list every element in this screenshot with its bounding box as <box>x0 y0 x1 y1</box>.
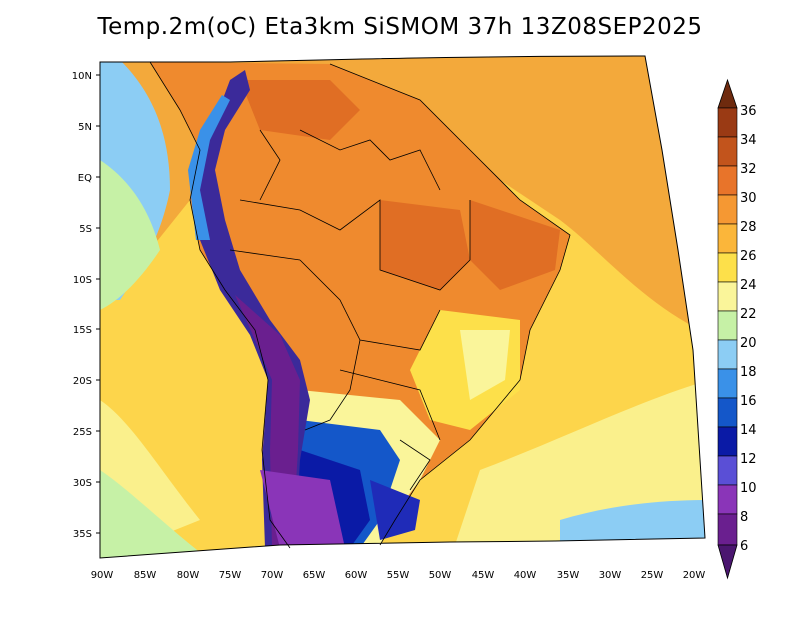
map-title: Temp.2m(oC) Eta3km SiSMOM 37h 13Z08SEP20… <box>97 14 703 40</box>
colorbar: 6 8 10 12 14 16 18 20 22 24 26 28 30 32 … <box>717 78 757 580</box>
lon-label: 65W <box>303 570 326 581</box>
lat-label: 5S <box>79 224 92 235</box>
colorbar-label: 6 <box>740 539 748 554</box>
colorbar-label: 34 <box>740 133 757 148</box>
colorbar-segment <box>717 223 738 254</box>
colorbar-label: 22 <box>740 307 757 322</box>
longitude-axis: 90W 85W 80W 75W 70W 65W 60W 55W 50W 45W … <box>91 570 706 581</box>
lon-label: 55W <box>387 570 410 581</box>
lat-label: 25S <box>73 427 92 438</box>
colorbar-label: 24 <box>740 278 757 293</box>
colorbar-segment <box>717 281 738 312</box>
lat-label: 20S <box>73 376 92 387</box>
lat-label: 35S <box>73 529 92 540</box>
colorbar-segment <box>717 165 738 196</box>
colorbar-label: 16 <box>740 394 757 409</box>
colorbar-segment <box>717 455 738 486</box>
colorbar-segment <box>717 339 738 370</box>
map-border <box>99 55 706 559</box>
lon-label: 35W <box>557 570 580 581</box>
colorbar-segment <box>717 368 738 399</box>
lon-label: 60W <box>345 570 368 581</box>
colorbar-label: 12 <box>740 452 757 467</box>
colorbar-label: 8 <box>740 510 748 525</box>
lon-label: 20W <box>683 570 706 581</box>
lat-label: EQ <box>78 173 92 184</box>
colorbar-label: 26 <box>740 249 757 264</box>
lat-label: 10N <box>72 71 92 82</box>
colorbar-label: 20 <box>740 336 757 351</box>
lon-label: 80W <box>177 570 200 581</box>
country-borders <box>149 61 571 549</box>
colorbar-bottom-arrow <box>717 544 738 580</box>
lon-label: 75W <box>219 570 242 581</box>
colorbar-segment <box>717 513 738 546</box>
lat-label: 15S <box>73 325 92 336</box>
colorbar-label: 14 <box>740 423 757 438</box>
colorbar-segment <box>717 194 738 225</box>
lat-label: 30S <box>73 478 92 489</box>
colorbar-segment <box>717 426 738 457</box>
lon-label: 70W <box>261 570 284 581</box>
lon-label: 30W <box>599 570 622 581</box>
colorbar-label: 18 <box>740 365 757 380</box>
colorbar-label: 36 <box>740 104 757 119</box>
lon-label: 50W <box>429 570 452 581</box>
lon-label: 40W <box>514 570 537 581</box>
colorbar-segment <box>717 252 738 283</box>
colorbar-segment <box>717 107 738 138</box>
latitude-axis: 10N 5N EQ 5S 10S 15S 20S 25S 30S 35S <box>72 71 100 540</box>
colorbar-top-arrow <box>717 78 738 109</box>
colorbar-label: 30 <box>740 191 757 206</box>
colorbar-segment <box>717 397 738 428</box>
colorbar-segment <box>717 484 738 515</box>
colorbar-segment <box>717 136 738 167</box>
lon-label: 45W <box>472 570 495 581</box>
temperature-field <box>100 56 705 558</box>
lat-label: 5N <box>78 122 92 133</box>
colorbar-label: 32 <box>740 162 757 177</box>
lon-label: 90W <box>91 570 114 581</box>
lon-label: 85W <box>134 570 157 581</box>
colorbar-label: 10 <box>740 481 757 496</box>
colorbar-segment <box>717 310 738 341</box>
lat-label: 10S <box>73 275 92 286</box>
lon-label: 25W <box>641 570 664 581</box>
colorbar-label: 28 <box>740 220 757 235</box>
